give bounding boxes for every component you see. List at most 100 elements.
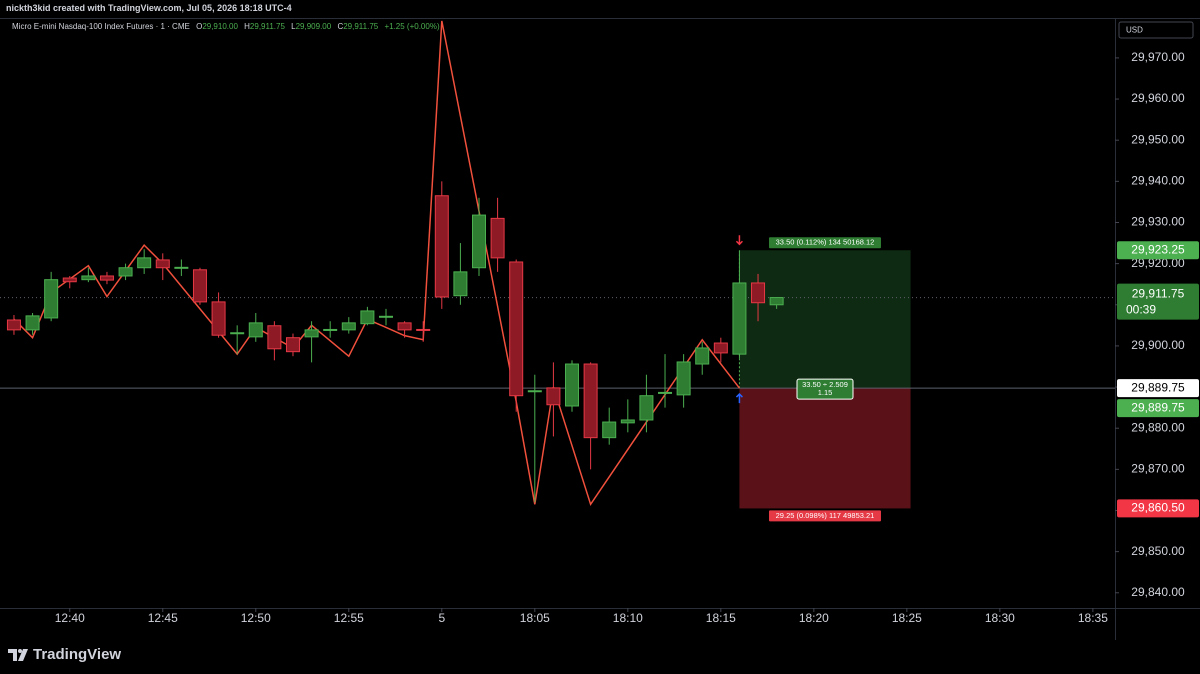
legend-header: Micro E-mini Nasdaq-100 Index Futures · … <box>12 22 440 31</box>
candle-body <box>602 421 617 439</box>
last-price-label: 29,911.75 <box>1132 287 1185 301</box>
x-tick-label: 18:35 <box>1078 611 1108 625</box>
candle-body <box>323 328 338 331</box>
x-tick-label: 12:55 <box>334 611 364 625</box>
candle-body <box>230 332 245 335</box>
candle-body <box>732 282 747 355</box>
entry-price-label-box <box>1117 379 1199 398</box>
candle-body <box>416 328 431 331</box>
y-tick-label: 29,840.00 <box>1131 585 1185 599</box>
x-tick-label: 12:40 <box>55 611 85 625</box>
ohlc-key: C <box>337 22 344 31</box>
candle-body <box>155 259 170 269</box>
y-tick-label: 29,970.00 <box>1131 50 1185 64</box>
candle-body <box>360 310 375 325</box>
candle-body <box>285 337 300 353</box>
candle-body <box>434 195 449 298</box>
candle-body <box>174 266 189 269</box>
candle-body <box>304 329 319 338</box>
change: +1.25 (+0.00%) <box>384 22 440 31</box>
target-zone <box>739 250 911 389</box>
y-tick-label: 29,880.00 <box>1131 420 1185 434</box>
entry-price-label: 29,889.75 <box>1131 380 1185 394</box>
y-tick-label: 29,920.00 <box>1131 256 1185 270</box>
target-label-box <box>768 237 881 249</box>
candle-body <box>453 271 468 297</box>
entry-label: 33.50 ÷ 2.509 <box>802 380 848 389</box>
last-price-box <box>1117 283 1199 320</box>
x-tick-label: 18:30 <box>985 611 1015 625</box>
stop-label-box <box>768 510 881 522</box>
candle-body <box>565 363 580 407</box>
stop-label: 29.25 (0.098%) 117 49853.21 <box>776 511 875 520</box>
candle-body <box>583 363 598 439</box>
candle-body <box>751 282 766 304</box>
candle-body <box>676 361 691 396</box>
candle-body <box>25 315 40 331</box>
candle-body <box>99 275 114 281</box>
candle-body <box>695 347 710 365</box>
ohlc-key: L <box>291 22 296 31</box>
countdown: 00:39 <box>1126 303 1156 317</box>
candle-body <box>211 301 226 336</box>
candle-body <box>192 269 207 303</box>
candle-body <box>620 419 635 424</box>
brand: TradingView <box>33 646 121 663</box>
x-tick-label: 18:05 <box>520 611 550 625</box>
x-tick-label: 12:45 <box>148 611 178 625</box>
y-tick-label: 29,900.00 <box>1131 338 1185 352</box>
x-tick-label: 5 <box>438 611 445 625</box>
candle-body <box>118 267 133 277</box>
stop-price-label-box <box>1117 499 1199 518</box>
candle-body <box>137 257 152 269</box>
ohlc-key: H <box>244 22 250 31</box>
candle-body <box>509 261 524 397</box>
target-price-label: 29,923.25 <box>1131 242 1185 256</box>
plot-area: 33.50 (0.112%) 134 50168.12 33.50 ÷ 2.509… <box>0 20 1115 522</box>
logo: TradingView <box>8 646 121 663</box>
y-tick-label: 29,950.00 <box>1131 132 1185 146</box>
candle-body <box>44 279 59 319</box>
candle-body <box>62 277 77 283</box>
candle-body <box>713 342 728 354</box>
candle-body <box>378 315 393 318</box>
ohlc-value: 29,911.75 <box>249 22 285 31</box>
target-label: 33.50 (0.112%) 134 50168.12 <box>776 238 875 247</box>
entry-label-box <box>796 378 854 400</box>
x-tick-label: 18:20 <box>799 611 829 625</box>
ohlc-value: 29,910.00 <box>202 22 238 31</box>
stop-zone <box>739 388 911 509</box>
candle-body <box>248 322 263 338</box>
candle-body <box>490 217 505 259</box>
x-tick-label: 18:15 <box>706 611 736 625</box>
entry-price-label-alt: 29,889.75 <box>1131 400 1185 414</box>
candle-body <box>81 275 96 281</box>
entry-price-label-alt-box <box>1117 399 1199 418</box>
candle-body <box>267 325 282 350</box>
y-tick-label: 29,870.00 <box>1131 462 1185 476</box>
candle-body <box>6 319 21 331</box>
x-tick-label: 18:25 <box>892 611 922 625</box>
candle-body <box>397 322 412 331</box>
down-arrow <box>735 235 743 246</box>
candle-body <box>527 390 542 393</box>
entry-label: 1.15 <box>818 388 833 397</box>
candle-body <box>341 322 356 331</box>
candle-body <box>471 214 486 269</box>
ohlc-value: 29,911.75 <box>343 22 379 31</box>
symbol: Micro E-mini Nasdaq-100 Index Futures · … <box>12 22 190 31</box>
logo-dot <box>18 649 22 653</box>
logo-slash <box>18 649 28 661</box>
up-arrow <box>735 393 743 404</box>
candle-body <box>658 391 673 394</box>
currency-box <box>1118 21 1194 39</box>
currency: USD <box>1126 26 1143 35</box>
y-tick-label: 29,930.00 <box>1131 215 1185 229</box>
ohlc-key: O <box>196 22 203 31</box>
x-tick-label: 18:10 <box>613 611 643 625</box>
candle-body <box>769 297 784 306</box>
target-price-label-box <box>1117 241 1199 260</box>
